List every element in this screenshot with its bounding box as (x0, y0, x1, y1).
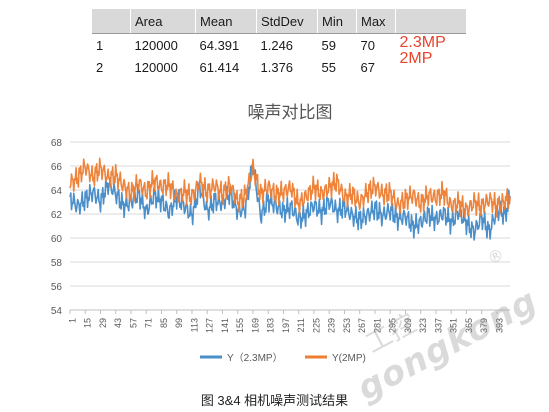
x-tick-label: 323 (418, 318, 428, 333)
legend-label: Y(2MP) (332, 353, 366, 364)
table-cell: 55 (321, 59, 336, 75)
x-tick-label: 211 (296, 318, 306, 332)
y-tick-label: 62 (51, 210, 63, 221)
y-tick-label: 56 (51, 282, 63, 293)
x-tick-label: 379 (479, 318, 489, 333)
x-tick-label: 183 (266, 318, 276, 333)
series-line (69, 164, 511, 241)
x-tick-label: 71 (144, 318, 154, 328)
x-tick-label: 267 (357, 318, 367, 333)
stats-table: Area Mean StdDev Min Max 1 120000 64.391… (92, 9, 466, 78)
table-cell: 120000 (134, 59, 178, 75)
x-tick-label: 57 (128, 318, 138, 328)
table-row: 1 120000 64.391 1.246 59 70 2.3MP (92, 34, 466, 57)
x-tick-label: 295 (388, 318, 398, 333)
resolution-label: 2.3MP (399, 34, 446, 51)
header-cell-mean: Mean (195, 9, 257, 34)
x-tick-label: 15 (83, 318, 93, 328)
noise-comparison-chart: 噪声对比图 54 56 58 60 62 64 66 68 1 15 29 43 57 71 85 99 113 1… (51, 103, 511, 364)
y-tick-label: 64 (51, 186, 63, 197)
table-cell: 61.414 (199, 59, 240, 75)
resolution-label-cell: 2MP (396, 51, 467, 78)
resolution-label-cell: 2.3MP (396, 34, 467, 57)
series-line (69, 157, 511, 218)
table-cell: 1.246 (260, 37, 294, 53)
table-cell: 1 (96, 37, 104, 53)
header-cell-max: Max (356, 9, 396, 34)
x-tick-label: 281 (372, 318, 382, 333)
x-tick-label: 1 (67, 318, 77, 323)
x-tick-label: 253 (342, 318, 352, 333)
table-cell: 2 (96, 59, 104, 75)
header-cell-extra (395, 9, 466, 34)
y-tick-label: 54 (51, 306, 63, 317)
x-tick-label: 99 (174, 318, 184, 328)
table-cell: 59 (321, 37, 336, 53)
y-tick-label: 68 (51, 138, 63, 149)
legend-label: Y（2.3MP） (227, 352, 283, 364)
x-tick-label: 393 (494, 318, 504, 333)
y-tick-label: 58 (51, 258, 63, 269)
x-tick-label: 155 (235, 318, 245, 333)
table-cell: 1.376 (260, 59, 294, 75)
x-tick-label: 169 (250, 318, 260, 333)
x-tick-label: 127 (205, 318, 215, 333)
y-tick-label: 60 (51, 234, 63, 245)
stats-header-row: Area Mean StdDev Min Max (92, 9, 466, 34)
x-tick-label: 239 (327, 318, 337, 333)
x-tick-label: 365 (464, 318, 474, 333)
x-tick-label: 351 (449, 318, 459, 333)
table-row: 2 120000 61.414 1.376 55 67 2MP (92, 51, 467, 78)
y-tick-label: 66 (51, 162, 63, 173)
x-tick-label: 43 (113, 318, 123, 328)
x-tick-label: 113 (189, 318, 199, 332)
header-cell (92, 9, 131, 34)
x-tick-label: 141 (220, 318, 230, 333)
table-cell: 64.391 (199, 37, 240, 53)
table-cell: 67 (360, 59, 375, 75)
table-cell: 70 (360, 37, 375, 53)
x-tick-label: 29 (98, 318, 108, 328)
x-tick-label: 225 (311, 318, 321, 333)
header-cell-area: Area (130, 9, 196, 34)
resolution-label: 2MP (399, 50, 433, 67)
x-tick-label: 197 (281, 318, 291, 333)
header-cell-min: Min (317, 9, 357, 34)
x-tick-label: 309 (403, 318, 413, 333)
chart-title: 噪声对比图 (248, 103, 333, 123)
x-tick-label: 85 (159, 318, 169, 328)
table-cell: 120000 (134, 37, 178, 53)
header-cell-stddev: StdDev (256, 9, 318, 34)
x-tick-label: 337 (433, 318, 443, 333)
figure-caption: 图 3&4 相机噪声测试结果 (200, 393, 349, 408)
